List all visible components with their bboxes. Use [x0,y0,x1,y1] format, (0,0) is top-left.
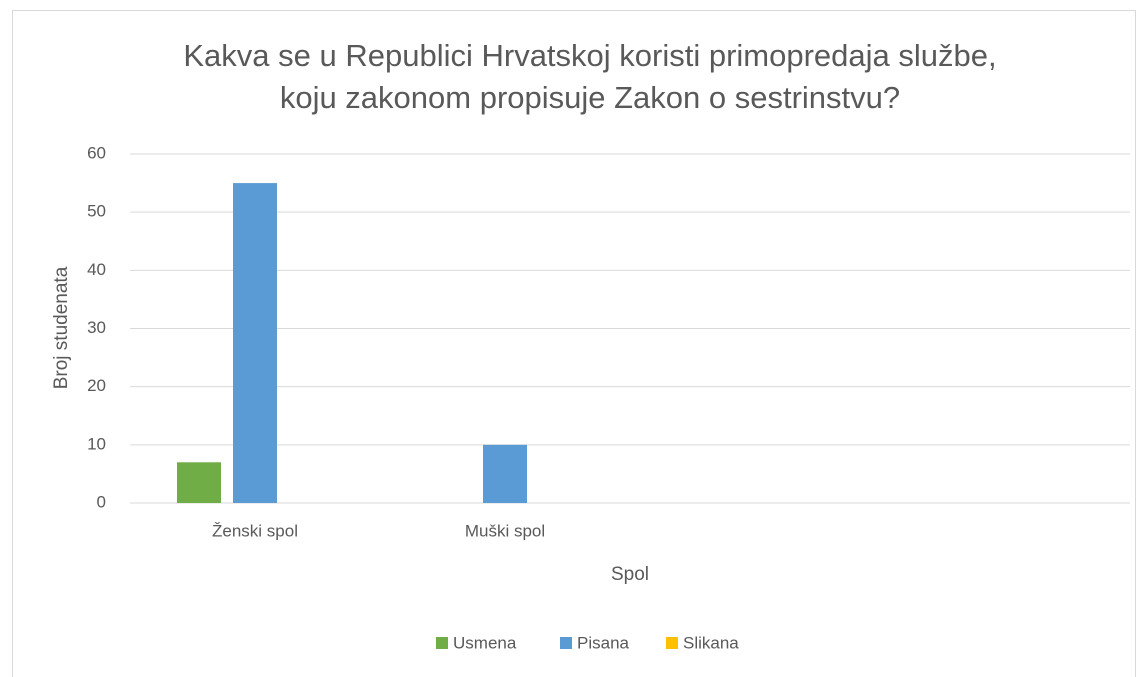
y-tick-label: 20 [87,376,106,395]
y-tick-label: 50 [87,202,106,221]
bar [233,183,277,504]
legend-label: Slikana [683,633,739,652]
y-tick-label: 60 [87,143,106,162]
y-tick-label: 10 [87,434,106,453]
y-axis-label: Broj studenata [51,266,72,389]
legend-label: Usmena [453,633,517,652]
y-tick-label: 30 [87,318,106,337]
x-tick-label: Ženski spol [212,521,298,540]
y-tick-label: 0 [97,492,106,511]
legend-label: Pisana [577,633,630,652]
legend-swatch [436,637,448,649]
y-tick-label: 40 [87,260,106,279]
bar [483,444,527,503]
legend-swatch [666,637,678,649]
x-axis-label: Spol [611,564,649,585]
chart-title: koju zakonom propisuje Zakon o sestrinst… [280,80,900,115]
chart-title: Kakva se u Republici Hrvatskoj koristi p… [183,38,996,73]
bar [177,462,221,503]
x-tick-label: Muški spol [465,521,545,540]
chart-frame [12,10,1136,677]
legend-swatch [560,637,572,649]
